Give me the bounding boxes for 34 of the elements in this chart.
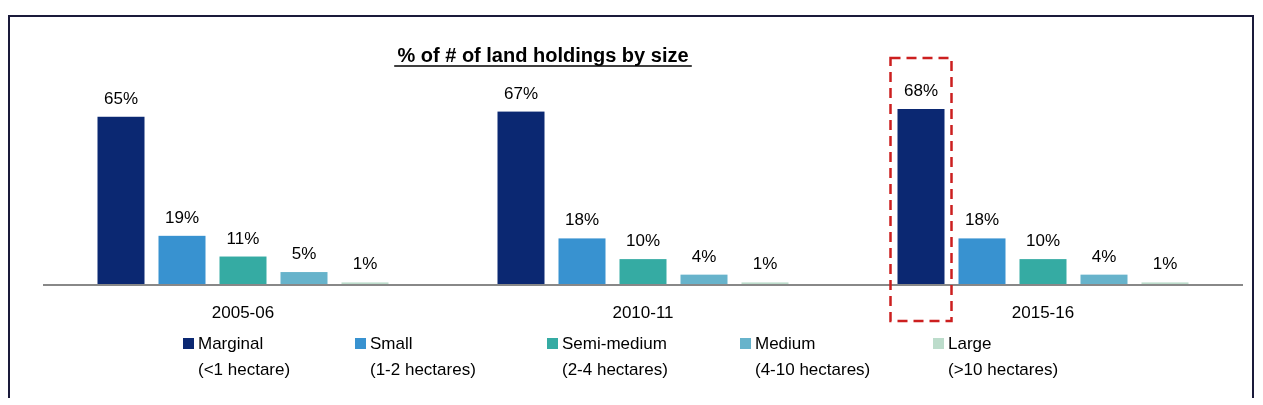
data-label: 5% bbox=[291, 244, 317, 264]
bar bbox=[97, 116, 145, 285]
bar bbox=[497, 111, 545, 285]
bar bbox=[158, 235, 206, 285]
x-tick-label: 2015-16 bbox=[1011, 303, 1075, 322]
data-label: 10% bbox=[625, 231, 661, 251]
data-label: 1% bbox=[352, 254, 378, 274]
chart-title: % of # of land holdings by size bbox=[397, 44, 689, 66]
bar bbox=[619, 259, 667, 285]
legend-label: Large (>10 hectares) bbox=[948, 334, 1059, 379]
data-label: 11% bbox=[226, 228, 260, 248]
bar bbox=[558, 238, 606, 285]
bar bbox=[280, 272, 328, 285]
data-label: 67% bbox=[503, 83, 539, 103]
data-label: 68% bbox=[903, 81, 939, 100]
data-label: 4% bbox=[1091, 246, 1117, 266]
data-label: 1% bbox=[752, 254, 778, 274]
bar bbox=[1019, 259, 1067, 285]
legend-label: Marginal (<1 hectare) bbox=[198, 334, 291, 379]
legend-label: Medium (4-10 hectares) bbox=[755, 334, 871, 379]
data-label: 65% bbox=[103, 88, 139, 108]
bar bbox=[219, 256, 267, 285]
legend-label: Small (1-2 hectares) bbox=[370, 334, 476, 379]
x-tick-label: 2010-11 bbox=[612, 303, 674, 322]
data-label: 4% bbox=[691, 246, 717, 266]
data-label: 19% bbox=[164, 207, 200, 227]
bar bbox=[958, 238, 1006, 285]
data-label: 10% bbox=[1025, 231, 1061, 251]
data-label: 18% bbox=[964, 210, 1000, 230]
data-label: 18% bbox=[564, 210, 600, 230]
legend-label: Semi-medium (2-4 hectares) bbox=[562, 334, 668, 379]
bar bbox=[897, 109, 945, 285]
x-tick-label: 2005-06 bbox=[211, 303, 275, 322]
data-label: 1% bbox=[1152, 254, 1178, 274]
